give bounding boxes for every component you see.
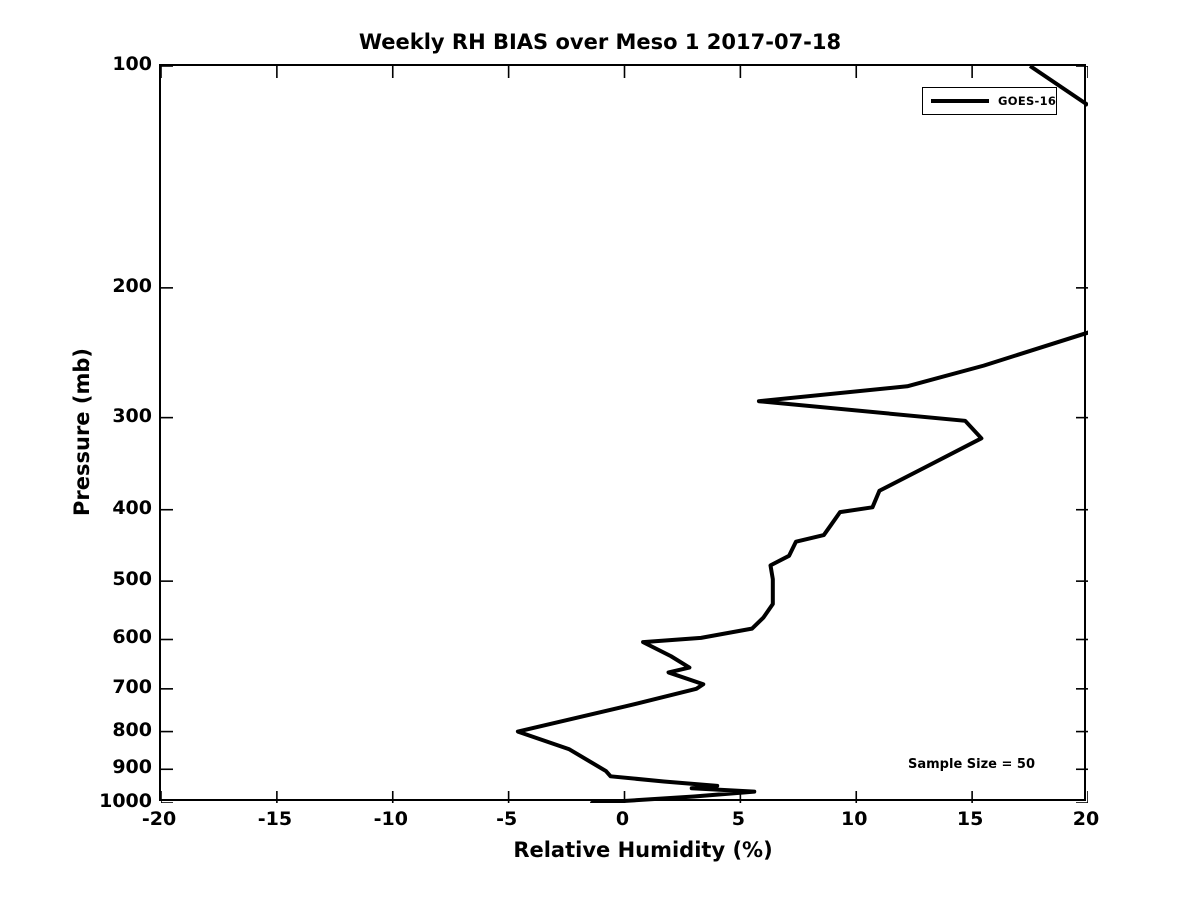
plot-area: [159, 64, 1088, 803]
x-tick-label: -10: [373, 808, 408, 830]
series-line-segment-0: [1028, 66, 1088, 107]
y-tick-label: 400: [112, 496, 152, 519]
x-tick-label: 0: [615, 808, 630, 830]
x-tick-label: 5: [731, 808, 745, 830]
x-tick-label: -20: [141, 808, 177, 830]
plot-canvas: [161, 66, 1088, 803]
y-axis-title: Pressure (mb): [70, 348, 94, 516]
sample-size-annotation: Sample Size = 50: [908, 757, 1036, 772]
y-tick-label: 800: [112, 718, 152, 741]
y-tick-label: 600: [112, 626, 152, 649]
x-tick-label: -15: [257, 808, 293, 830]
axis-tick-marks: [161, 66, 1088, 803]
y-axis-tick-labels: 100 200 300 400 500 600 700 800 900 1000: [0, 0, 152, 900]
y-tick-label: 900: [112, 756, 152, 779]
y-tick-label: 300: [112, 404, 152, 427]
legend-entry-label: GOES-16: [998, 94, 1057, 108]
x-tick-label: -5: [496, 808, 518, 830]
y-tick-label: 500: [112, 568, 152, 591]
x-axis-title: Relative Humidity (%): [0, 838, 1200, 862]
y-tick-label: 1000: [99, 790, 152, 812]
x-tick-label: 20: [1072, 808, 1100, 830]
x-tick-label: 15: [956, 808, 984, 830]
legend-line-swatch: [931, 99, 989, 103]
y-tick-label: 200: [112, 274, 152, 297]
x-axis-tick-labels: -20 -15 -10 -5 0 5 10 15 20: [0, 808, 1200, 838]
x-axis-title-text: Relative Humidity (%): [513, 838, 773, 862]
y-tick-label: 100: [112, 53, 152, 75]
x-tick-label: 10: [841, 808, 868, 830]
y-tick-label: 700: [112, 675, 152, 698]
chart-title: Weekly RH BIAS over Meso 1 2017-07-18: [358, 30, 842, 54]
legend: GOES-16: [922, 87, 1057, 115]
series-line-0: [515, 330, 1088, 803]
